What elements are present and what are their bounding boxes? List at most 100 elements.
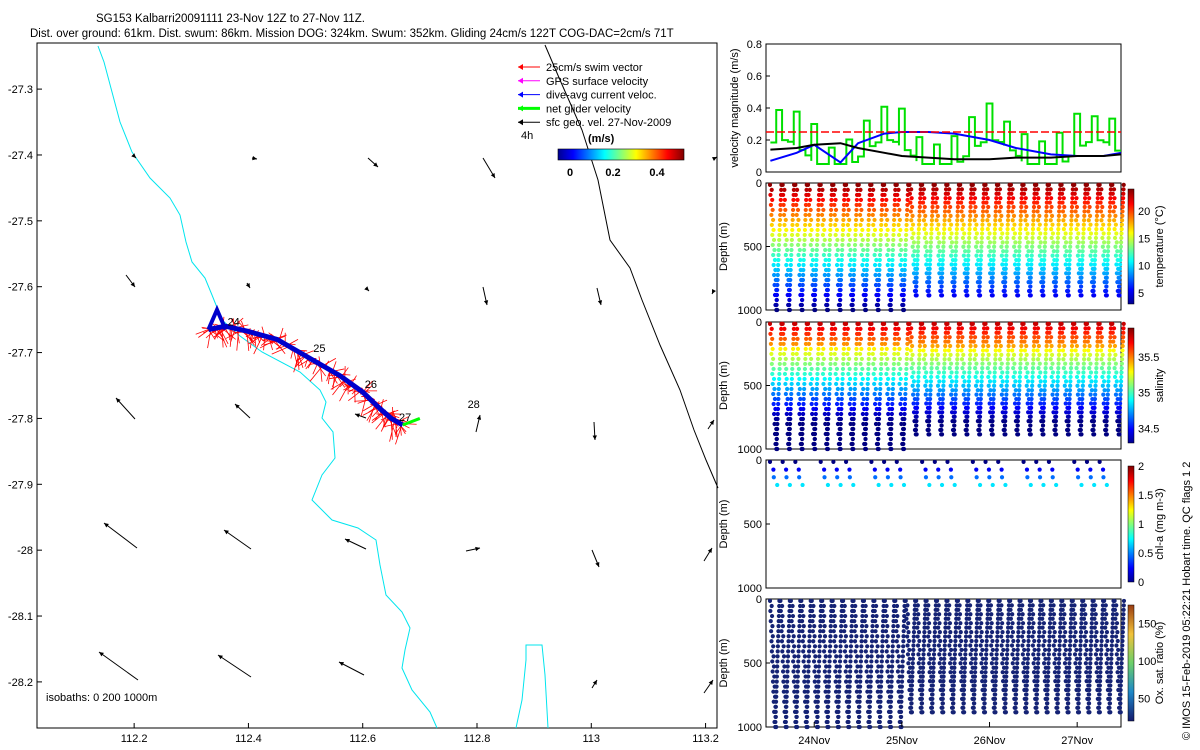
temperature-sample-point <box>807 212 812 218</box>
temperature-sample-point <box>854 207 859 213</box>
geo-velocity-arrowhead <box>339 662 344 667</box>
temperature-sample-point <box>914 271 919 276</box>
salinity-sample-point <box>1055 383 1060 388</box>
salinity-sample-point <box>904 356 909 362</box>
salinity-sample-point <box>947 335 952 340</box>
salinity-sample-point <box>1053 414 1059 419</box>
oxygen-sample-point <box>1052 652 1057 657</box>
geo-velocity-arrow <box>217 654 252 678</box>
temperature-sample-point <box>1031 204 1037 210</box>
temperature-sample-point <box>939 275 945 280</box>
salinity-sample-point <box>1093 388 1098 393</box>
oxygen-sample-point <box>918 656 923 661</box>
salinity-colorbar <box>1127 327 1135 444</box>
salinity-sample-point <box>833 361 838 367</box>
oxygen-sample-point <box>899 694 904 699</box>
salinity-sample-point <box>882 331 887 337</box>
chla-sample-point <box>783 467 789 472</box>
swim-vector <box>236 329 240 351</box>
oxygen-sample-point <box>886 654 891 659</box>
temperature-sample-point <box>1080 240 1086 245</box>
salinity-sample-point <box>852 386 857 392</box>
oxygen-sample-point <box>1057 638 1062 644</box>
temperature-sample-point <box>1021 191 1027 196</box>
temperature-sample-point <box>1086 209 1091 214</box>
temperature-sample-point <box>971 200 976 205</box>
oxygen-sample-point <box>1042 661 1047 666</box>
temperature-sample-point <box>876 292 881 298</box>
oxygen-sample-point <box>957 643 962 648</box>
chla-sample-point <box>939 482 945 488</box>
oxygen-sample-point <box>852 629 857 634</box>
swim-vector <box>395 424 403 445</box>
salinity-sample-point <box>1117 419 1122 424</box>
temperature-sample-point <box>948 235 953 241</box>
salinity-sample-point <box>1068 366 1074 371</box>
oxygen-sample-point <box>1056 661 1062 666</box>
oxygen-sample-point <box>812 669 817 674</box>
temperature-sample-point <box>768 202 774 208</box>
salinity-sample-point <box>940 401 945 406</box>
temperature-sample-point <box>1042 257 1047 263</box>
oxygen-sample-point <box>862 608 867 614</box>
salinity-sample-point <box>990 423 995 428</box>
temperature-sample-point <box>813 287 818 293</box>
temperature-sample-point <box>1081 222 1086 227</box>
temperature-sample-point <box>1004 240 1010 245</box>
temperature-sample-point <box>827 232 833 238</box>
temperature-sample-point <box>1101 253 1106 258</box>
oxygen-sample-point <box>1014 665 1020 670</box>
oxygen-sample-point <box>1002 705 1008 710</box>
chla-sample-point <box>800 482 805 488</box>
salinity-sample-point <box>979 374 984 380</box>
temperature-sample-point <box>1073 187 1079 192</box>
salinity-sample-point <box>935 366 940 371</box>
temperature-sample-point <box>940 257 945 263</box>
temperature-sample-point <box>821 242 826 248</box>
temperature-sample-point <box>974 231 979 236</box>
salinity-sample-point <box>890 386 895 392</box>
temperature-sample-point <box>1100 213 1105 218</box>
temperature-sample-point <box>896 197 902 203</box>
salinity-sample-point <box>802 376 807 382</box>
salinity-sample-point <box>1066 419 1071 424</box>
temperature-sample-point <box>958 182 963 188</box>
oxygen-sample-point <box>1046 647 1052 653</box>
oxygen-sample-point <box>1044 701 1050 706</box>
oxygen-sample-point <box>975 612 980 617</box>
oxygen-sample-point <box>806 659 811 664</box>
temperature-sample-point <box>1058 187 1063 192</box>
salinity-sample-point <box>936 392 941 397</box>
oxygen-sample-point <box>836 704 841 709</box>
oxygen-sample-point <box>868 669 874 674</box>
oxygen-sample-point <box>947 621 953 626</box>
geo-velocity-arrowhead <box>99 652 104 657</box>
salinity-sample-point <box>858 371 864 377</box>
salinity-sample-point <box>1054 396 1059 402</box>
oxygen-sample-point <box>1036 638 1042 644</box>
temperature-sample-point <box>974 253 979 258</box>
oxygen-sample-point <box>988 634 993 639</box>
temperature-sample-point <box>869 192 874 198</box>
temperature-sample-point <box>1044 200 1049 205</box>
salinity-sample-point <box>1025 392 1030 397</box>
oxygen-sample-point <box>1060 607 1065 612</box>
oxygen-sample-point <box>857 709 862 714</box>
temperature-sample-point <box>1067 262 1072 267</box>
oxygen-sample-point <box>958 652 963 657</box>
temperature-sample-point <box>800 277 806 283</box>
salinity-sample-point <box>1024 352 1029 357</box>
salinity-sample-point <box>1099 357 1104 362</box>
oxygen-sample-point <box>843 634 849 639</box>
chla-sample-point <box>882 459 887 465</box>
temperature-sample-point <box>910 213 915 218</box>
temperature-sample-point <box>973 204 978 210</box>
salinity-sample-point <box>777 366 782 372</box>
oxygen-sample-point <box>1035 665 1041 670</box>
temperature-sample-point <box>869 182 874 188</box>
temperature-sample-point <box>1035 209 1040 214</box>
map-x-tick-label: 113 <box>583 733 601 745</box>
salinity-sample-point <box>790 366 795 372</box>
oxygen-y-tick-label: 500 <box>744 658 762 670</box>
oxygen-sample-point <box>775 649 780 654</box>
